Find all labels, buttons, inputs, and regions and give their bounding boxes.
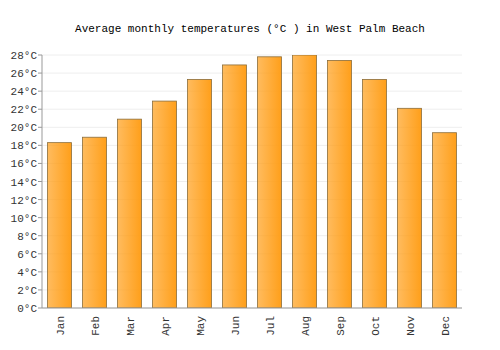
chart: Average monthly temperatures (°C ) in We…: [0, 0, 500, 350]
tick-mark: [38, 91, 42, 92]
bar: [328, 60, 352, 308]
tick-mark: [38, 217, 42, 218]
bar: [363, 79, 387, 308]
tick-mark: [38, 127, 42, 128]
y-tick-label: 8°C: [17, 231, 37, 243]
tick-mark: [38, 73, 42, 74]
x-tick-label: Jul: [265, 316, 277, 336]
bar: [48, 143, 72, 308]
y-tick-label: 22°C: [11, 104, 38, 116]
bar: [118, 119, 142, 308]
y-tick-label: 18°C: [11, 140, 38, 152]
x-axis: [42, 308, 462, 309]
bar: [258, 57, 282, 308]
tick-mark: [38, 55, 42, 56]
y-tick-label: 26°C: [11, 68, 38, 80]
grid-line: [42, 91, 462, 92]
bar: [83, 137, 107, 308]
y-tick-label: 24°C: [11, 86, 38, 98]
x-tick-label: Oct: [370, 316, 382, 336]
x-tick-label: Aug: [300, 316, 312, 336]
bar: [433, 133, 457, 308]
bars: [48, 55, 457, 308]
bar: [398, 108, 422, 308]
x-tick-label: Jun: [230, 316, 242, 336]
y-tick-label: 4°C: [17, 267, 37, 279]
tick-mark: [38, 163, 42, 164]
bar: [223, 65, 247, 308]
tick-mark: [38, 253, 42, 254]
y-tick-label: 20°C: [11, 122, 38, 134]
x-tick-label: Apr: [160, 316, 172, 336]
tick-mark: [38, 289, 42, 290]
bar: [293, 55, 317, 308]
tick-mark: [38, 271, 42, 272]
x-tick-label: Feb: [90, 316, 102, 336]
y-tick-label: 28°C: [11, 50, 38, 62]
grid-line: [42, 55, 462, 56]
x-tick-label: Sep: [335, 316, 347, 336]
y-tick-label: 12°C: [11, 195, 38, 207]
grid-line: [42, 308, 462, 309]
x-tick-label: May: [195, 316, 207, 336]
y-tick-label: 6°C: [17, 249, 37, 261]
y-tick-label: 2°C: [17, 285, 37, 297]
y-tick-label: 14°C: [11, 177, 38, 189]
y-axis: [42, 55, 43, 308]
tick-mark: [38, 145, 42, 146]
tick-mark: [38, 109, 42, 110]
tick-mark: [38, 181, 42, 182]
bar: [153, 101, 177, 308]
grid-line: [42, 73, 462, 74]
y-tick-label: 10°C: [11, 213, 38, 225]
y-tick-label: 16°C: [11, 158, 38, 170]
tick-mark: [38, 235, 42, 236]
title: Average monthly temperatures (°C ) in We…: [75, 23, 425, 35]
tick-mark: [38, 308, 42, 309]
x-tick-label: Mar: [125, 316, 137, 336]
x-tick-label: Jan: [55, 316, 67, 336]
bar: [188, 79, 212, 308]
x-tick-label: Dec: [440, 316, 452, 336]
y-tick-label: 0°C: [17, 303, 37, 315]
tick-mark: [38, 199, 42, 200]
x-tick-label: Nov: [405, 316, 417, 336]
